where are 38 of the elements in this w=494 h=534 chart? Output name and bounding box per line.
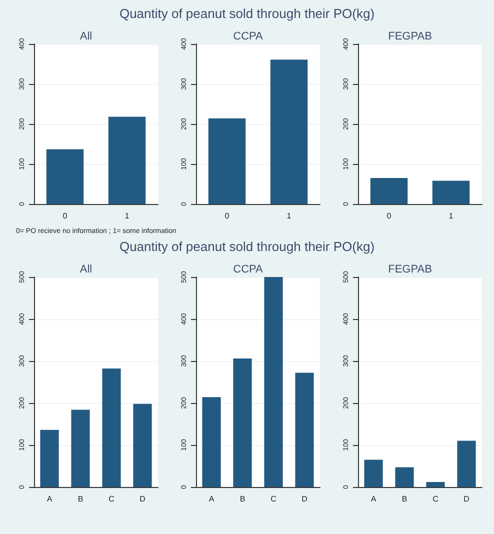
x-tick-label: B: [402, 494, 408, 504]
bar: [426, 482, 445, 487]
x-tick-label: A: [46, 494, 53, 504]
bar: [395, 467, 414, 487]
x-tick-label: 1: [124, 212, 130, 220]
bar: [202, 397, 221, 487]
x-tick-label: D: [302, 494, 308, 504]
x-tick-label: C: [432, 494, 439, 504]
chart-subtitle: All: [80, 264, 92, 276]
x-tick-label: D: [464, 494, 470, 504]
x-tick-label: 0: [224, 212, 230, 220]
chart-subtitle: CCPA: [233, 30, 264, 42]
bar: [102, 368, 121, 487]
chart-subtitle: All: [80, 30, 92, 42]
bar: [71, 410, 90, 487]
chart-subtitle: FEGPAB: [388, 30, 432, 42]
x-tick-label: 0: [62, 212, 68, 220]
x-tick-label: C: [270, 494, 277, 504]
chart-subtitle: FEGPAB: [388, 264, 432, 276]
text: Quantity of peanut sold through their PO(kg): [118, 239, 376, 256]
bar: [457, 440, 476, 487]
x-tick-label: B: [78, 494, 84, 504]
x-tick-label: 1: [448, 212, 454, 220]
bar: [264, 277, 283, 487]
bar: [233, 358, 252, 487]
x-tick-label: 1: [286, 212, 292, 220]
bar: [40, 430, 59, 487]
bar: [133, 404, 152, 487]
chart-subtitle: CCPA: [233, 264, 264, 276]
x-tick-label: B: [240, 494, 246, 504]
x-tick-label: D: [140, 494, 146, 504]
x-tick-label: A: [370, 494, 377, 504]
x-tick-label: C: [108, 494, 115, 504]
bar: [295, 372, 314, 487]
text: Quantity of peanut sold through their PO(kg): [118, 6, 376, 23]
x-tick-label: 0: [386, 212, 392, 220]
bar: [364, 460, 383, 487]
x-tick-label: A: [208, 494, 215, 504]
